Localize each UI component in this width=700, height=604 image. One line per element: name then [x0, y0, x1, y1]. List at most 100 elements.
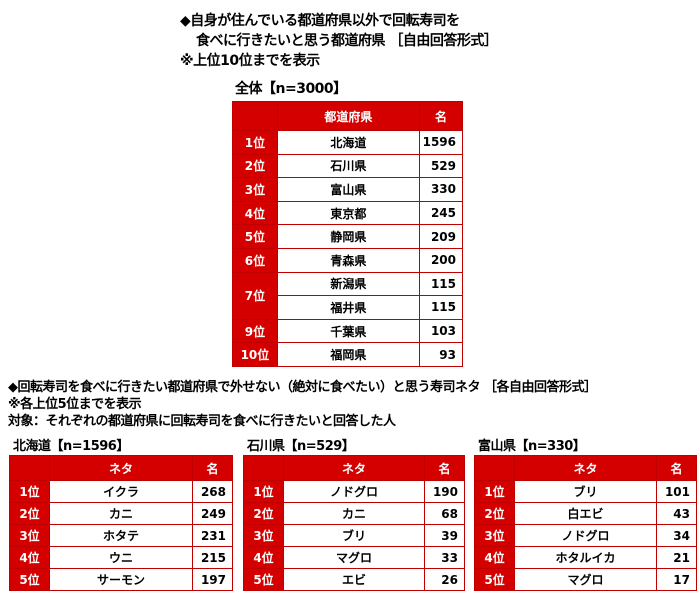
rank-cell: 2位	[9, 502, 50, 525]
sub-table-label: 石川県【n=529】	[247, 439, 355, 454]
table-row: 5位 マグロ 17	[474, 568, 697, 591]
header-rank	[232, 101, 278, 131]
neta-cell: サーモン	[49, 568, 193, 591]
neta-cell: エビ	[283, 568, 425, 591]
neta-cell: マグロ	[514, 568, 657, 591]
table-row: 1位 ブリ 101	[474, 480, 697, 503]
neta-cell: マグロ	[283, 546, 425, 569]
header-prefecture: 都道府県	[276, 101, 421, 131]
sushi-ranking-table: ネタ名 1位 ノドグロ 190 2位 カニ 68 3位 ブリ 39 4位 マグロ 33 5位 エビ 26	[243, 455, 465, 591]
count-cell: 21	[656, 546, 697, 569]
sub-table-label: 富山県【n=330】	[478, 439, 586, 454]
count-cell: 33	[424, 546, 465, 569]
header-rank	[9, 455, 50, 481]
rank-cell: 3位	[9, 524, 50, 547]
table-row: 2位 石川県 529	[232, 153, 463, 179]
prefecture-cell: 福井県	[276, 295, 421, 320]
header-neta: ネタ	[514, 455, 657, 481]
count-cell: 93	[419, 342, 463, 367]
count-cell: 115	[419, 271, 463, 297]
count-cell: 68	[424, 502, 465, 525]
table-row: 7位 新潟県 115	[232, 271, 463, 320]
rank-cell: 5位	[232, 224, 278, 249]
neta-cell: ブリ	[283, 524, 425, 547]
table-row: 10位 福岡県 93	[232, 342, 463, 367]
rank-cell: 9位	[232, 318, 278, 344]
rank-cell: 4位	[232, 200, 278, 226]
header-rank	[474, 455, 515, 481]
table-row: 福井県 115	[233, 295, 463, 320]
sushi-ranking-table: ネタ名 1位 ブリ 101 2位 白エビ 43 3位 ノドグロ 34 4位 ホタルイカ 21 5位 マグロ 1…	[474, 455, 697, 591]
count-cell: 39	[424, 524, 465, 547]
prefecture-cell: 富山県	[276, 177, 421, 202]
rank-cell: 2位	[474, 502, 515, 525]
prefecture-cell: 福岡県	[276, 342, 421, 367]
rank-cell: 4位	[243, 546, 284, 569]
count-cell: 268	[192, 480, 233, 503]
table-row: 2位 白エビ 43	[474, 502, 697, 525]
rank-cell: 5位	[243, 568, 284, 591]
header-count: 名	[424, 455, 465, 481]
sub-target: 対象：それぞれの都道府県に回転寿司を食べに行きたいと回答した人	[8, 414, 396, 429]
rank-cell: 6位	[232, 247, 278, 273]
rank-cell: 2位	[232, 153, 278, 179]
header-neta: ネタ	[49, 455, 193, 481]
prefecture-cell: 新潟県	[276, 271, 421, 297]
rank-cell: 5位	[9, 568, 50, 591]
header-count: 名	[192, 455, 233, 481]
count-cell: 209	[419, 224, 463, 249]
count-cell: 101	[656, 480, 697, 503]
table-row: 4位 ホタルイカ 21	[474, 546, 697, 569]
neta-cell: ホタルイカ	[514, 546, 657, 569]
count-cell: 34	[656, 524, 697, 547]
header-count: 名	[419, 101, 463, 131]
neta-cell: 白エビ	[514, 502, 657, 525]
rank-cell: 3位	[232, 177, 278, 202]
table-row: 4位 東京都 245	[232, 200, 463, 226]
table-row: 5位 サーモン 197	[9, 568, 233, 591]
count-cell: 43	[656, 502, 697, 525]
rank-cell: 2位	[243, 502, 284, 525]
rank-cell: 3位	[474, 524, 515, 547]
header-rank	[243, 455, 284, 481]
sub-title: ◆回転寿司を食べに行きたい都道府県で外せない（絶対に食べたい）と思う寿司ネタ ［…	[8, 380, 597, 395]
count-cell: 200	[419, 247, 463, 273]
table-row: 4位 ウニ 215	[9, 546, 233, 569]
rank-cell: 7位	[232, 271, 278, 320]
count-cell: 115	[419, 295, 463, 320]
header-count: 名	[656, 455, 697, 481]
count-cell: 245	[419, 200, 463, 226]
sub-note: ※各上位5位までを表示	[8, 397, 142, 412]
count-cell: 249	[192, 502, 233, 525]
rank-cell: 10位	[232, 342, 278, 367]
rank-cell: 1位	[243, 480, 284, 503]
main-group-label: 全体【n=3000】	[235, 81, 347, 97]
neta-cell: ホタテ	[49, 524, 193, 547]
table-row: 1位 ノドグロ 190	[243, 480, 465, 503]
table-row: 1位 イクラ 268	[9, 480, 233, 503]
table-row: 2位 カニ 68	[243, 502, 465, 525]
rank-cell: 4位	[9, 546, 50, 569]
main-ranking-table: 都道府県名 1位 北海道 1596 2位 石川県 529 3位 富山県 330 4位 東京都 245 5…	[232, 101, 463, 367]
sushi-ranking-table: ネタ名 1位 イクラ 268 2位 カニ 249 3位 ホタテ 231 4位 ウニ 215 5位 サーモン 1…	[9, 455, 233, 591]
table-row: 6位 青森県 200	[232, 247, 463, 273]
count-cell: 231	[192, 524, 233, 547]
table-row: 3位 富山県 330	[232, 177, 463, 202]
rank-cell: 5位	[474, 568, 515, 591]
rank-cell: 3位	[243, 524, 284, 547]
count-cell: 529	[419, 153, 463, 179]
table-row: 9位 千葉県 103	[232, 318, 463, 344]
header-neta: ネタ	[283, 455, 425, 481]
count-cell: 26	[424, 568, 465, 591]
rank-cell: 4位	[474, 546, 515, 569]
table-row: 3位 ホタテ 231	[9, 524, 233, 547]
count-cell: 330	[419, 177, 463, 202]
prefecture-cell: 青森県	[276, 247, 421, 273]
rank-cell: 1位	[9, 480, 50, 503]
prefecture-cell: 石川県	[276, 153, 421, 179]
neta-cell: カニ	[49, 502, 193, 525]
prefecture-cell: 静岡県	[276, 224, 421, 249]
table-row: 3位 ノドグロ 34	[474, 524, 697, 547]
table-row: 3位 ブリ 39	[243, 524, 465, 547]
count-cell: 215	[192, 546, 233, 569]
